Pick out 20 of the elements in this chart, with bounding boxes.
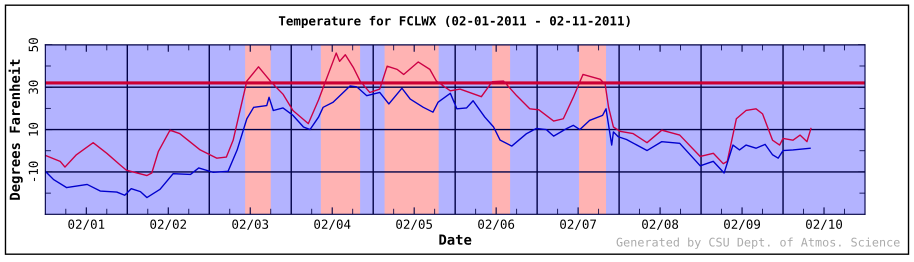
x-tick-label: 02/01 (68, 219, 104, 230)
text: Generated by CSU Dept. of Atmos. Science (616, 237, 900, 249)
line-series (45, 52, 812, 176)
x-tick-label: 02/06 (478, 219, 514, 230)
x-tick-label: 02/03 (232, 219, 268, 230)
x-axis-title: Date (439, 234, 472, 245)
y-tick-label: 10 (28, 122, 38, 136)
x-tick-label: 02/09 (724, 219, 760, 230)
x-tick-label: 02/08 (642, 219, 678, 230)
x-tick-label: 02/07 (560, 219, 596, 230)
line-series (45, 85, 811, 198)
y-tick-label: 30 (28, 80, 38, 94)
x-tick-label: 02/10 (806, 219, 842, 230)
x-tick-label: 02/04 (314, 219, 350, 230)
y-axis-title: Degrees Farenheit (8, 60, 23, 200)
y-tick-label: -10 (28, 161, 38, 182)
y-tick-label: 50 (28, 38, 38, 52)
x-tick-label: 02/05 (396, 219, 432, 230)
chart-title: Temperature for FCLWX (02-01-2011 - 02-11-2011) (278, 16, 630, 28)
x-tick-label: 02/02 (150, 219, 186, 230)
